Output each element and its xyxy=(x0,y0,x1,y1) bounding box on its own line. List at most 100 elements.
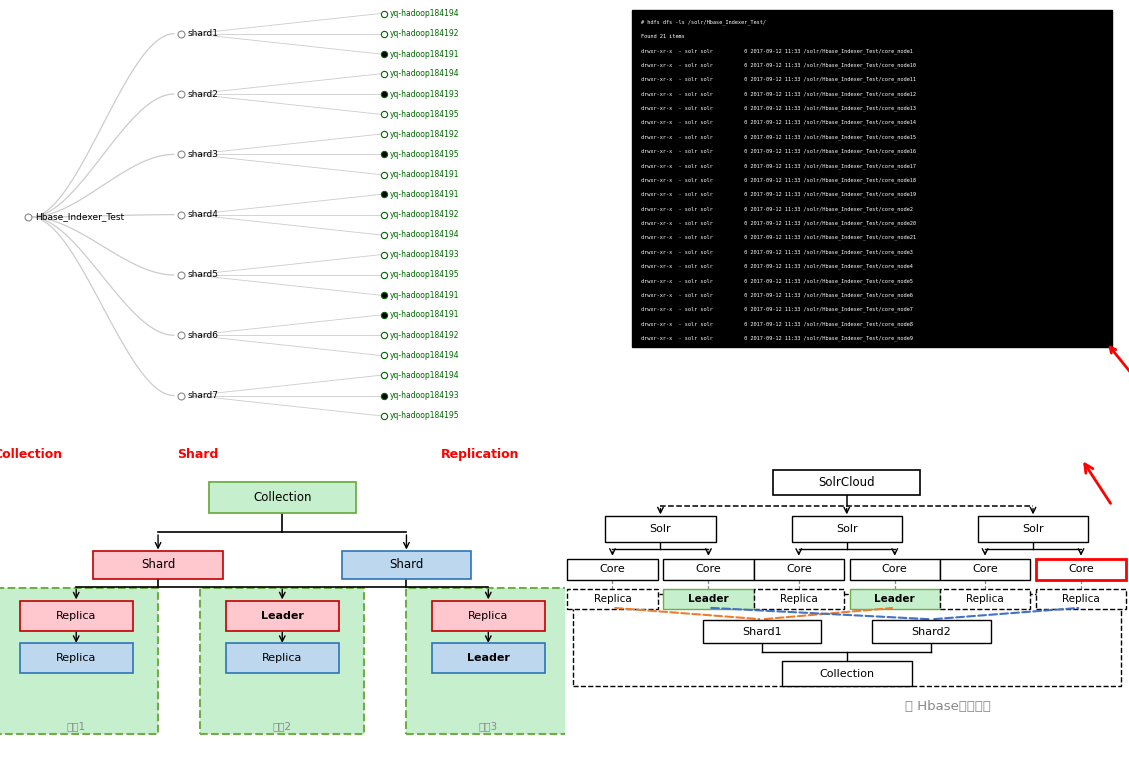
Text: drwxr-xr-x  - solr solr          0 2017-09-12 11:33 /solr/Hbase_Indexer_Test/cor: drwxr-xr-x - solr solr 0 2017-09-12 11:3… xyxy=(641,293,912,298)
Text: Solr: Solr xyxy=(835,524,858,534)
Text: Core: Core xyxy=(786,565,812,574)
Text: drwxr-xr-x  - solr solr          0 2017-09-12 11:33 /solr/Hbase_Indexer_Test/cor: drwxr-xr-x - solr solr 0 2017-09-12 11:3… xyxy=(641,249,912,254)
Text: drwxr-xr-x  - solr solr          0 2017-09-12 11:33 /solr/Hbase_Indexer_Test/cor: drwxr-xr-x - solr solr 0 2017-09-12 11:3… xyxy=(641,235,916,240)
Text: yq-hadoop184192: yq-hadoop184192 xyxy=(390,130,460,138)
Text: drwxr-xr-x  - solr solr          0 2017-09-12 11:33 /solr/Hbase_Indexer_Test/cor: drwxr-xr-x - solr solr 0 2017-09-12 11:3… xyxy=(641,220,916,226)
Text: Replica: Replica xyxy=(1062,594,1100,604)
Text: Solr: Solr xyxy=(649,524,672,534)
FancyBboxPatch shape xyxy=(201,588,364,734)
FancyBboxPatch shape xyxy=(939,559,1031,580)
Text: Replica: Replica xyxy=(780,594,817,604)
Text: shard4: shard4 xyxy=(187,210,218,219)
Text: Leader: Leader xyxy=(689,594,728,604)
FancyBboxPatch shape xyxy=(226,601,339,631)
FancyBboxPatch shape xyxy=(939,589,1031,609)
Text: Replica: Replica xyxy=(56,654,96,663)
FancyBboxPatch shape xyxy=(568,559,657,580)
Text: yq-hadoop184192: yq-hadoop184192 xyxy=(390,30,460,38)
Text: 机器1: 机器1 xyxy=(67,722,86,731)
Text: drwxr-xr-x  - solr solr          0 2017-09-12 11:33 /solr/Hbase_Indexer_Test/cor: drwxr-xr-x - solr solr 0 2017-09-12 11:3… xyxy=(641,77,916,82)
Text: Collection: Collection xyxy=(820,669,874,678)
Text: Found 21 items: Found 21 items xyxy=(641,33,684,39)
Text: yq-hadoop184191: yq-hadoop184191 xyxy=(390,170,460,179)
Text: shard2: shard2 xyxy=(187,89,218,99)
Text: Replication: Replication xyxy=(440,448,519,461)
Text: 🐾 Hbase工作笔记: 🐾 Hbase工作笔记 xyxy=(905,700,991,713)
FancyBboxPatch shape xyxy=(341,551,472,579)
Text: Collection: Collection xyxy=(253,492,312,504)
FancyBboxPatch shape xyxy=(1036,559,1127,580)
Text: drwxr-xr-x  - solr solr          0 2017-09-12 11:33 /solr/Hbase_Indexer_Test/cor: drwxr-xr-x - solr solr 0 2017-09-12 11:3… xyxy=(641,206,912,212)
Text: 机器2: 机器2 xyxy=(273,722,291,731)
Text: Shard: Shard xyxy=(141,559,175,571)
FancyBboxPatch shape xyxy=(850,559,939,580)
Text: drwxr-xr-x  - solr solr          0 2017-09-12 11:33 /solr/Hbase_Indexer_Test/cor: drwxr-xr-x - solr solr 0 2017-09-12 11:3… xyxy=(641,307,912,312)
FancyBboxPatch shape xyxy=(773,470,920,495)
Text: shard6: shard6 xyxy=(187,331,218,340)
Text: drwxr-xr-x  - solr solr          0 2017-09-12 11:33 /solr/Hbase_Indexer_Test/cor: drwxr-xr-x - solr solr 0 2017-09-12 11:3… xyxy=(641,163,916,169)
Text: Core: Core xyxy=(882,565,908,574)
Text: drwxr-xr-x  - solr solr          0 2017-09-12 11:33 /solr/Hbase_Indexer_Test/cor: drwxr-xr-x - solr solr 0 2017-09-12 11:3… xyxy=(641,91,916,96)
FancyBboxPatch shape xyxy=(20,643,133,673)
Text: yq-hadoop184194: yq-hadoop184194 xyxy=(390,371,460,380)
FancyBboxPatch shape xyxy=(664,559,754,580)
Text: drwxr-xr-x  - solr solr          0 2017-09-12 11:33 /solr/Hbase_Indexer_Test/cor: drwxr-xr-x - solr solr 0 2017-09-12 11:3… xyxy=(641,48,912,54)
Text: drwxr-xr-x  - solr solr          0 2017-09-12 11:33 /solr/Hbase_Indexer_Test/cor: drwxr-xr-x - solr solr 0 2017-09-12 11:3… xyxy=(641,149,916,154)
FancyBboxPatch shape xyxy=(754,559,844,580)
Text: Replica: Replica xyxy=(469,612,508,621)
Text: Replica: Replica xyxy=(56,612,96,621)
Bar xyxy=(632,9,1112,347)
FancyBboxPatch shape xyxy=(754,589,844,609)
Text: Replica: Replica xyxy=(966,594,1004,604)
FancyBboxPatch shape xyxy=(0,588,158,734)
FancyBboxPatch shape xyxy=(406,588,570,734)
Text: yq-hadoop184194: yq-hadoop184194 xyxy=(390,351,460,360)
Text: drwxr-xr-x  - solr solr          0 2017-09-12 11:33 /solr/Hbase_Indexer_Test/cor: drwxr-xr-x - solr solr 0 2017-09-12 11:3… xyxy=(641,62,916,68)
FancyBboxPatch shape xyxy=(226,643,339,673)
Text: yq-hadoop184191: yq-hadoop184191 xyxy=(390,310,460,320)
Text: drwxr-xr-x  - solr solr          0 2017-09-12 11:33 /solr/Hbase_Indexer_Test/cor: drwxr-xr-x - solr solr 0 2017-09-12 11:3… xyxy=(641,335,912,341)
Text: drwxr-xr-x  - solr solr          0 2017-09-12 11:33 /solr/Hbase_Indexer_Test/cor: drwxr-xr-x - solr solr 0 2017-09-12 11:3… xyxy=(641,191,916,198)
FancyBboxPatch shape xyxy=(664,589,754,609)
FancyBboxPatch shape xyxy=(605,517,716,541)
Text: yq-hadoop184191: yq-hadoop184191 xyxy=(390,50,460,58)
FancyBboxPatch shape xyxy=(568,589,657,609)
Text: yq-hadoop184191: yq-hadoop184191 xyxy=(390,291,460,300)
FancyBboxPatch shape xyxy=(432,643,545,673)
Text: Shard1: Shard1 xyxy=(742,627,782,636)
Text: SolrCloud: SolrCloud xyxy=(819,476,875,489)
FancyBboxPatch shape xyxy=(432,601,545,631)
Text: Replica: Replica xyxy=(594,594,631,604)
Text: drwxr-xr-x  - solr solr          0 2017-09-12 11:33 /solr/Hbase_Indexer_Test/cor: drwxr-xr-x - solr solr 0 2017-09-12 11:3… xyxy=(641,135,916,140)
Text: shard5: shard5 xyxy=(187,271,218,279)
Text: Shard2: Shard2 xyxy=(911,627,952,636)
Text: drwxr-xr-x  - solr solr          0 2017-09-12 11:33 /solr/Hbase_Indexer_Test/cor: drwxr-xr-x - solr solr 0 2017-09-12 11:3… xyxy=(641,177,916,183)
Text: shard7: shard7 xyxy=(187,391,218,400)
Text: Core: Core xyxy=(972,565,998,574)
Text: shard3: shard3 xyxy=(187,150,218,159)
Text: yq-hadoop184195: yq-hadoop184195 xyxy=(390,412,460,420)
Text: Collection: Collection xyxy=(0,448,63,461)
Text: Solr: Solr xyxy=(1022,524,1044,534)
Text: drwxr-xr-x  - solr solr          0 2017-09-12 11:33 /solr/Hbase_Indexer_Test/cor: drwxr-xr-x - solr solr 0 2017-09-12 11:3… xyxy=(641,278,912,283)
FancyBboxPatch shape xyxy=(1036,589,1127,609)
Text: yq-hadoop184194: yq-hadoop184194 xyxy=(390,9,460,18)
Text: yq-hadoop184192: yq-hadoop184192 xyxy=(390,210,460,219)
Text: Leader: Leader xyxy=(467,654,509,663)
Text: Core: Core xyxy=(695,565,721,574)
Text: Hbase_Indexer_Test: Hbase_Indexer_Test xyxy=(35,212,124,222)
Text: yq-hadoop184194: yq-hadoop184194 xyxy=(390,230,460,240)
Text: yq-hadoop184193: yq-hadoop184193 xyxy=(390,391,460,400)
Text: Shard: Shard xyxy=(177,448,218,461)
FancyBboxPatch shape xyxy=(978,517,1088,541)
Text: Core: Core xyxy=(599,565,625,574)
FancyBboxPatch shape xyxy=(209,482,356,513)
Text: drwxr-xr-x  - solr solr          0 2017-09-12 11:33 /solr/Hbase_Indexer_Test/cor: drwxr-xr-x - solr solr 0 2017-09-12 11:3… xyxy=(641,106,916,111)
Text: drwxr-xr-x  - solr solr          0 2017-09-12 11:33 /solr/Hbase_Indexer_Test/cor: drwxr-xr-x - solr solr 0 2017-09-12 11:3… xyxy=(641,321,912,327)
Text: yq-hadoop184195: yq-hadoop184195 xyxy=(390,271,460,279)
Text: yq-hadoop184195: yq-hadoop184195 xyxy=(390,110,460,119)
Text: yq-hadoop184195: yq-hadoop184195 xyxy=(390,150,460,159)
FancyBboxPatch shape xyxy=(873,620,991,643)
Text: yq-hadoop184193: yq-hadoop184193 xyxy=(390,89,460,99)
Text: yq-hadoop184194: yq-hadoop184194 xyxy=(390,69,460,79)
